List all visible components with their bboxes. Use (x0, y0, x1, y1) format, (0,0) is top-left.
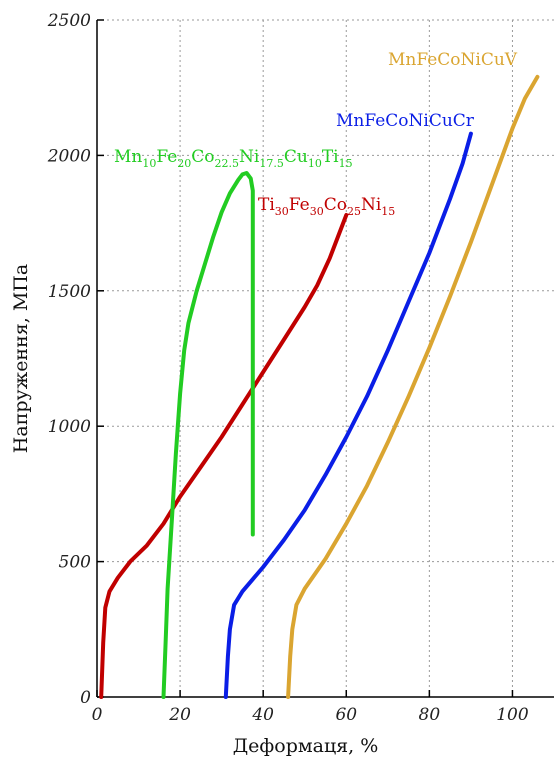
series-line-1 (99, 213, 349, 699)
grid (97, 19, 554, 697)
series-labels: Ti30Fe30Co25Ni15 Mn10Fe20Co22.5Ni17.5Cu10… (114, 50, 518, 218)
x-tick-label: 20 (168, 705, 191, 725)
x-tick-label: 100 (496, 705, 529, 725)
series-label-2: Mn10Fe20Co22.5Ni17.5Cu10Ti15 (114, 147, 353, 170)
series-line-4 (286, 74, 540, 699)
x-tick-label: 0 (92, 705, 103, 725)
axes (96, 19, 554, 698)
y-tick-label: 1500 (48, 282, 91, 302)
series-line-3 (223, 131, 473, 699)
series-label-1: Ti30Fe30Co25Ni15 (258, 195, 395, 218)
y-tick-label: 1000 (48, 417, 91, 437)
series-line-2 (161, 171, 255, 699)
x-tick-label: 80 (419, 705, 441, 725)
series-label-4: MnFeCoNiCuV (388, 50, 518, 70)
y-axis-label: Напруження, МПа (10, 264, 32, 453)
y-tick-label: 0 (80, 688, 91, 708)
x-axis-label: Деформаця, % (233, 735, 379, 757)
y-tick-label: 2500 (47, 11, 91, 31)
x-tick-label: 60 (335, 705, 357, 725)
y-tick-label: 500 (59, 553, 92, 573)
series-label-3: MnFeCoNiCuCr (336, 111, 475, 131)
series-lines (99, 74, 540, 699)
x-tick-label: 40 (251, 705, 274, 725)
y-tick-label: 2000 (47, 146, 91, 166)
